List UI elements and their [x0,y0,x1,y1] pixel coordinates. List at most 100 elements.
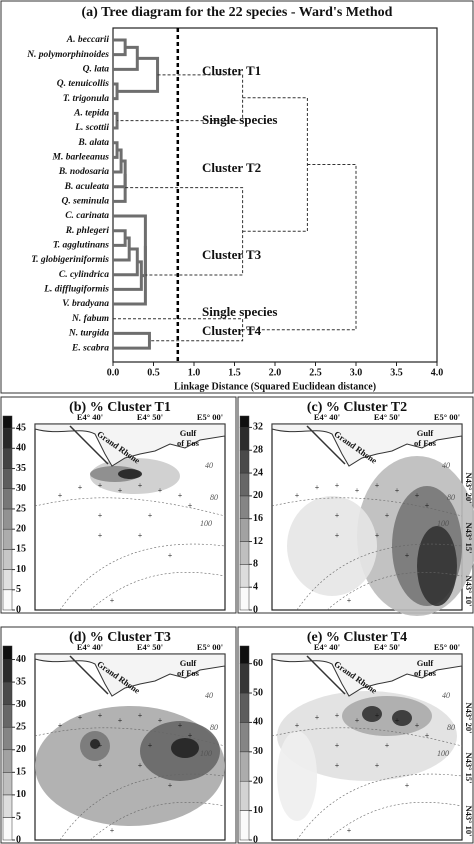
leaf-label: L. difflugiformis [43,285,109,295]
color-band [2,681,13,705]
color-band [239,663,250,694]
gulf-label: of Fos [177,668,200,678]
station: + [355,716,360,725]
color-band [239,645,250,664]
colorbar-label: 10 [16,789,26,800]
cluster-label: Single species [202,112,277,127]
station: + [118,716,123,725]
colorbar-label: 12 [253,536,263,547]
station: + [425,501,430,510]
color-band [2,415,13,429]
leaf-label: N. polymorphinoides [26,50,109,60]
contour-area [277,731,317,821]
leaf-label: V. bradyana [62,299,109,309]
latitude-label: N43° 15' [464,522,474,553]
station: + [335,711,340,720]
station: + [375,481,380,490]
station: + [295,491,300,500]
station: + [385,741,390,750]
leaf-label: N. turgida [68,329,109,339]
leaf-label: A. beccarii [66,35,110,45]
latitude-label: N43° 10' [464,575,474,606]
colorbar-label: 10 [16,564,26,575]
chart-title: (a) Tree diagram for the 22 species - Wa… [82,5,393,20]
isobath [326,802,463,841]
map-title: (d) % Cluster T3 [69,630,171,645]
station: + [168,551,173,560]
depth-label: 100 [200,519,212,528]
isobath [326,572,463,611]
color-band [2,427,13,449]
station: + [315,483,320,492]
gulf-label: of Fos [414,438,437,448]
color-band [239,449,250,474]
colorbar-label: 28 [253,445,263,456]
station: + [335,481,340,490]
colorbar-label: 40 [253,717,263,728]
color-band [2,645,13,660]
color-band [2,817,13,841]
color-band [239,472,250,497]
panel-frame [0,396,237,614]
color-band [2,508,13,530]
color-band [2,704,13,728]
leaf-label: Q. seminula [61,197,109,207]
river [69,655,109,695]
colorbar-label: 15 [16,544,26,555]
isobath [296,543,463,611]
contour-area [90,739,100,749]
leaf-label: Q. tenuicollis [57,79,110,89]
color-band [2,749,13,773]
colorbar-label: 8 [253,559,258,570]
longitude-label: E4° 40' [314,642,340,652]
station: + [158,486,163,495]
gulf-label: of Fos [177,438,200,448]
dendrogram-link [113,38,127,57]
color-band [239,564,250,588]
station: + [415,491,420,500]
cluster-label: Cluster T3 [202,247,262,262]
depth-label: 100 [437,749,449,758]
leaf-label: L. scottii [74,123,109,133]
station: + [415,721,420,730]
color-band [2,468,13,489]
isobath [34,497,226,517]
contour-area [118,469,142,479]
longitude-label: E5° 00' [197,642,223,652]
x-tick-label: 3.5 [390,367,403,378]
leaf-label: B. aculeata [64,182,110,192]
colorbar-label: 10 [253,805,263,816]
leaf-label: Q. lata [83,65,110,75]
latitude-label: N43° 10' [464,805,474,836]
isobath [271,727,463,747]
leaf-label: C. cylindrica [59,270,109,280]
color-band [2,569,13,591]
color-band [239,427,250,451]
longitude-label: E5° 00' [197,412,223,422]
contour-area [392,710,412,726]
station: + [335,511,340,520]
station: + [78,483,83,492]
colorbar-label: 0 [253,834,258,844]
station: + [375,711,380,720]
colorbar-label: 20 [16,523,26,534]
longitude-label: E4° 50' [137,412,163,422]
dendrogram-link [113,331,151,350]
station: + [178,721,183,730]
station: + [98,761,103,770]
station: + [148,511,153,520]
x-tick-label: 2.0 [269,367,282,378]
color-band [239,586,250,611]
leaf-label: B. nodosaria [58,167,109,177]
latitude-label: N43° 20' [464,702,474,733]
color-band [2,589,13,611]
depth-label: 80 [447,493,455,502]
color-band [2,448,13,469]
color-band [239,810,250,841]
station: + [385,511,390,520]
gulf-label: Gulf [180,658,197,668]
contour-area [171,738,199,758]
coastline [34,653,226,697]
